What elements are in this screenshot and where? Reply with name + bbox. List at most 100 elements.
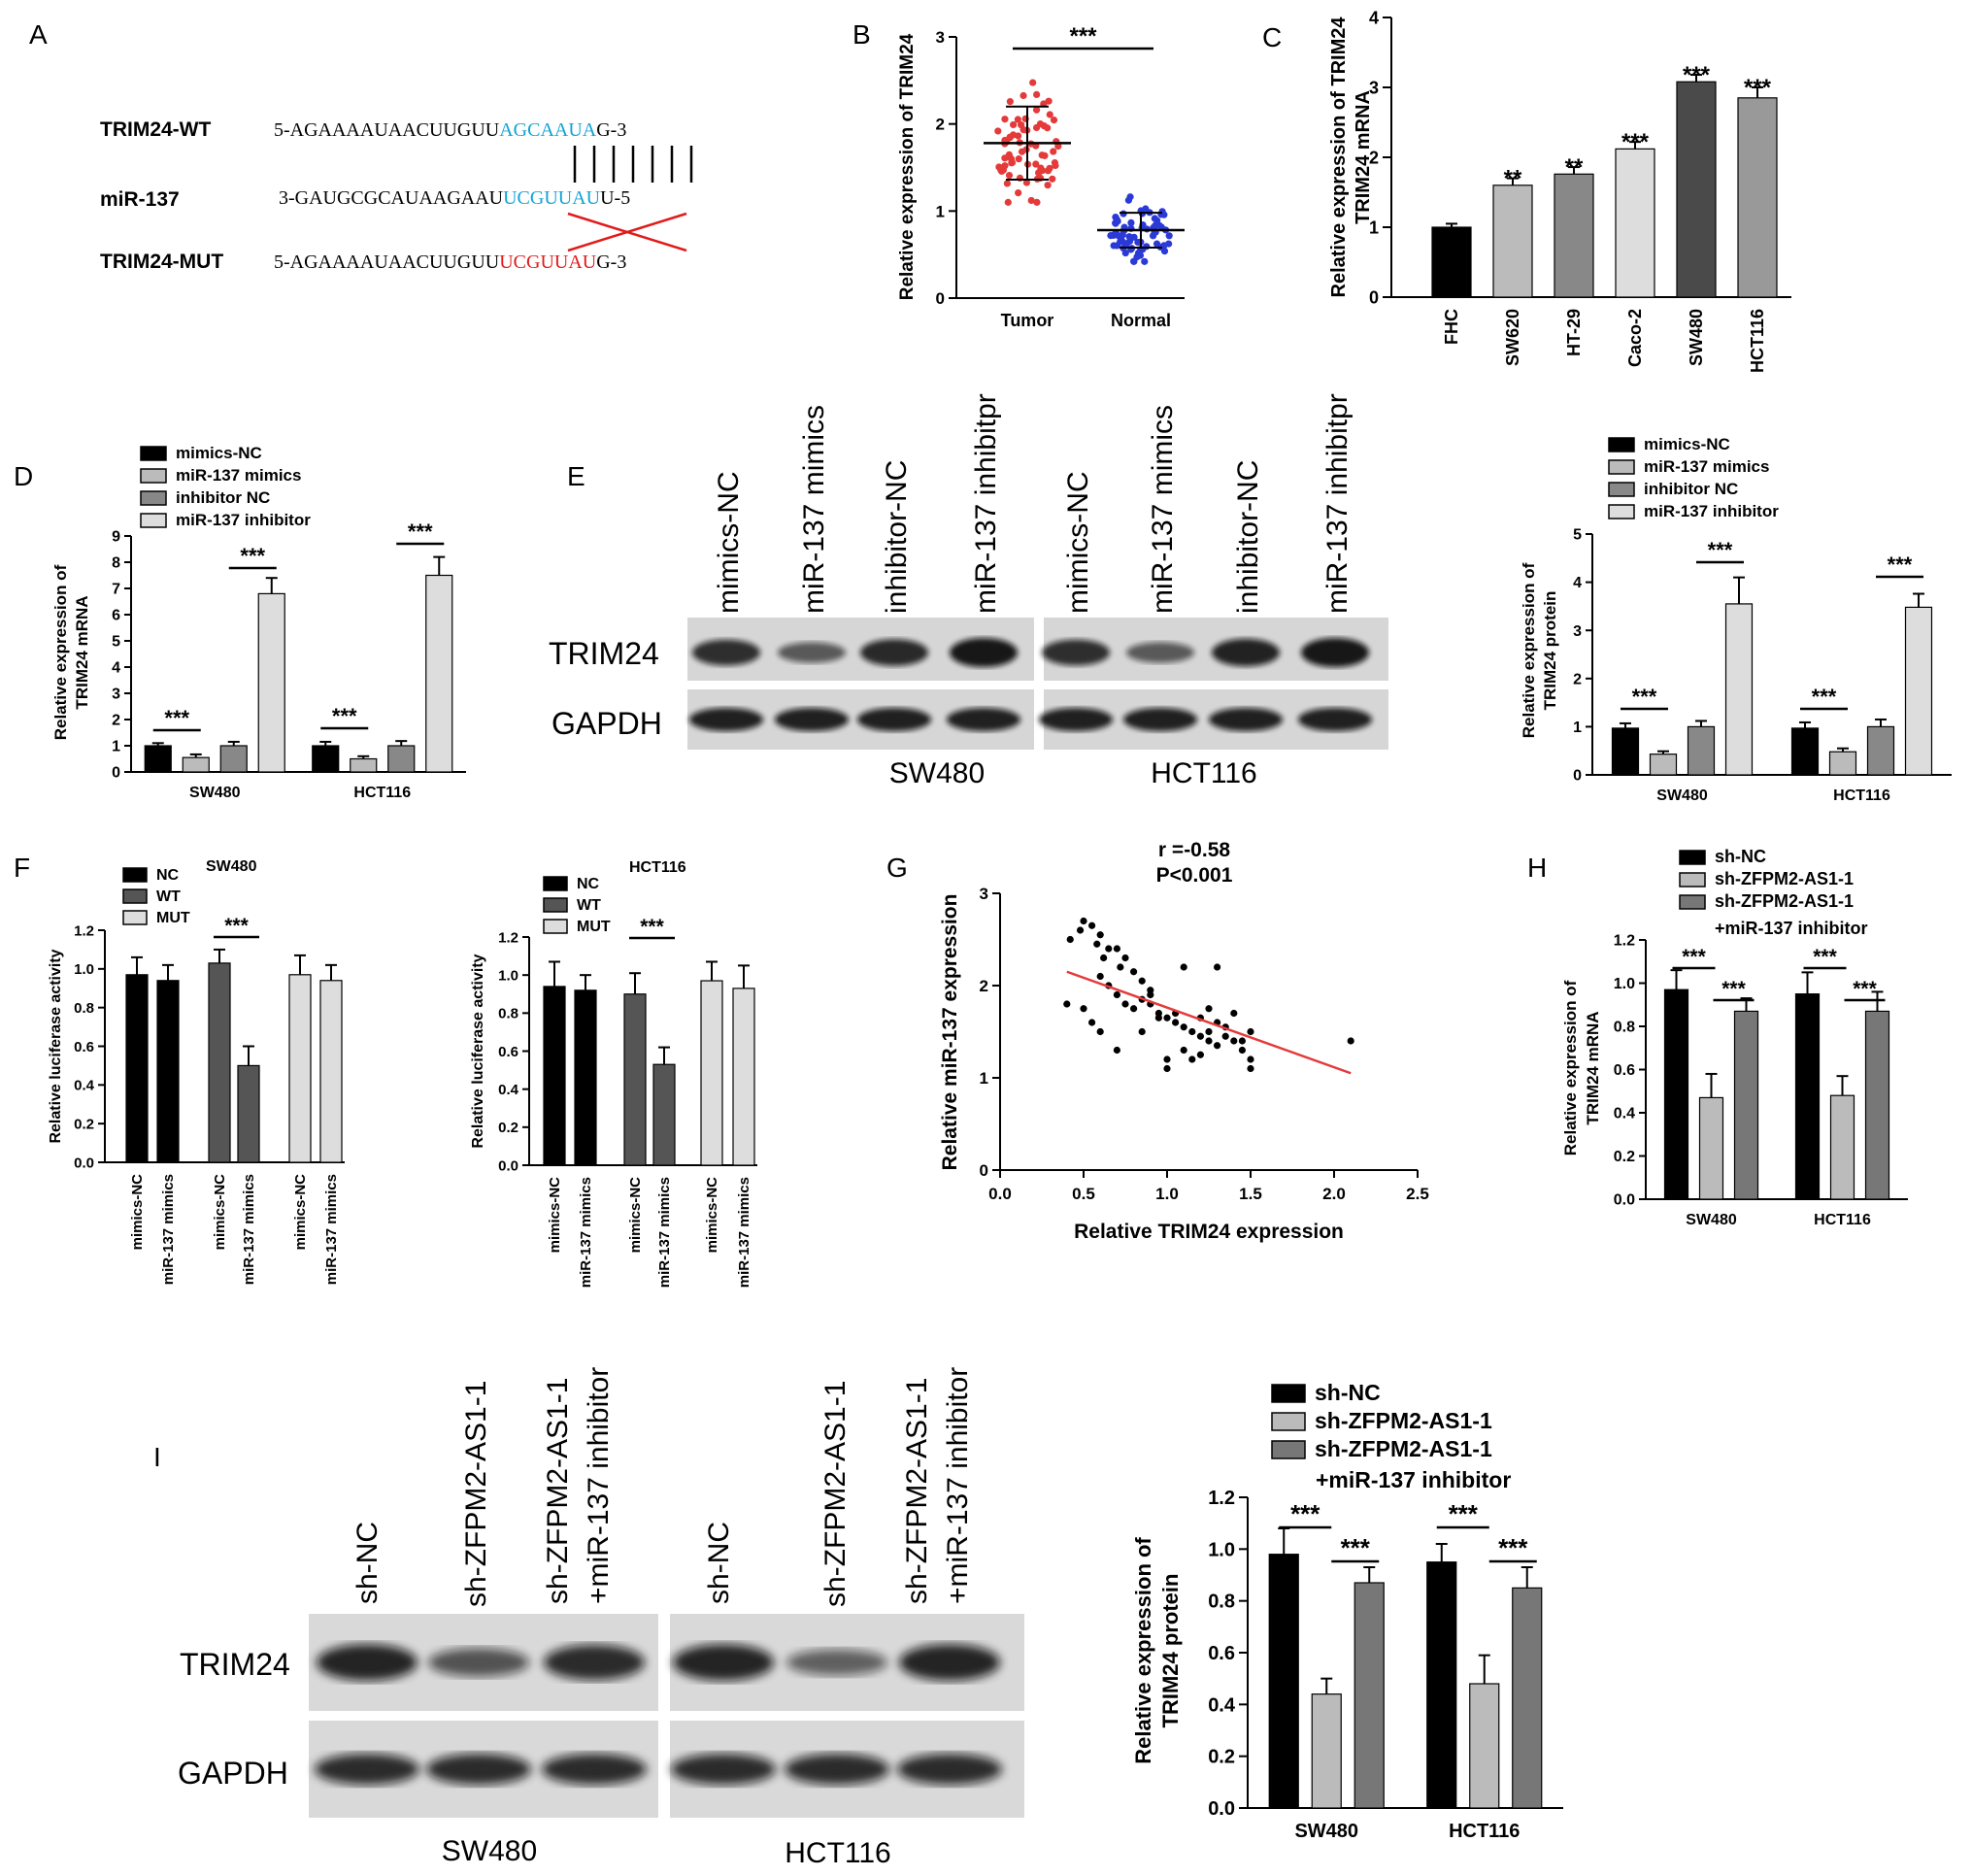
bar [1492,184,1533,298]
y-tick-label: 5 [1573,527,1582,544]
data-point [1032,160,1040,168]
band-gapdh [897,1754,1002,1785]
lane-label: miR-137 mimics [798,405,830,614]
y-tick-label: 2 [980,977,988,995]
legend-label: NC [577,876,600,892]
bar [543,986,566,1166]
data-point [1214,1042,1221,1050]
band-trim24 [860,639,928,666]
data-point [1018,148,1026,155]
seq-label-wt: TRIM24-WT [100,118,211,141]
data-point [1054,143,1062,151]
data-point [1032,106,1041,114]
y-tick-label: 1.0 [1208,1539,1235,1560]
group-label-hct116: HCT116 [785,1837,890,1869]
lane-label: sh-ZFPM2-AS1-1 [901,1378,933,1604]
x-tick-label: mimics-NC [129,1174,146,1251]
y-tick-label: 0.0 [498,1157,518,1174]
panel-letter-c: C [1262,22,1282,52]
seq-mir-suffix: U-5 [600,187,630,209]
x-tick-label: miR-137 mimics [736,1177,752,1288]
significance-label: *** [1290,1499,1320,1528]
legend-label: WT [156,888,181,905]
data-point [1105,945,1113,953]
y-tick-label: 0.8 [498,1006,518,1022]
data-point [1080,1005,1087,1013]
lane-label: sh-NC [703,1522,735,1604]
y-tick-label: 0.0 [1614,1192,1635,1209]
y-tick-label: 3 [936,28,945,47]
data-point [1205,1005,1213,1013]
data-point [1143,243,1151,251]
legend-swatch [140,513,167,528]
y-axis-label-line1: Relative expression of TRIM24 [1328,17,1350,298]
y-tick-label: 1 [112,739,120,755]
y-axis-label-line1: Relative expression of [1131,1537,1155,1764]
bar [1676,81,1717,298]
bar [1733,1010,1759,1200]
lane-label: sh-ZFPM2-AS1-1 [460,1381,492,1607]
data-point [1006,97,1014,106]
data-point [1153,221,1161,229]
significance-label: *** [1683,62,1711,88]
x-tick-label: HCT116 [353,785,411,801]
y-tick-label: 0.2 [1614,1149,1635,1165]
bar [1737,97,1778,298]
legend-swatch [1679,850,1706,865]
legend-label: miR-137 mimics [176,466,301,485]
panel-g-chart: 0 1 2 3 0.0 0.5 1.0 1.5 2.0 2.5 Relative TRIM24 ex… [939,839,1429,1243]
annotation-p: P<0.001 [1156,864,1233,887]
row-label-gapdh: GAPDH [178,1756,288,1791]
y-tick-label: 4 [1573,575,1582,591]
legend-label: inhibitor NC [1644,480,1738,498]
band-trim24 [1301,638,1369,667]
band-gapdh [315,1754,419,1785]
legend-label: mimics-NC [1644,435,1730,453]
data-point [1046,164,1053,172]
y-tick-label: 0.6 [1208,1643,1235,1664]
data-point [1154,1014,1162,1022]
legend-label: miR-137 inhibitor [1644,502,1779,520]
data-point [1196,1032,1204,1040]
bar [700,980,723,1166]
x-tick-label: 1.5 [1239,1185,1262,1203]
data-point [1188,1027,1196,1036]
y-tick-label: 1.0 [1614,976,1635,992]
data-point [998,167,1006,176]
data-point [1163,1014,1171,1022]
band-trim24 [544,1644,645,1681]
y-tick-label: 0.8 [74,1000,94,1017]
group-label-sw480: SW480 [442,1835,537,1867]
bar [732,988,755,1166]
legend-swatch [1608,482,1635,497]
y-axis-label: Relative expression of TRIM24 [897,33,918,300]
data-point [1022,179,1031,186]
data-point [1124,196,1132,204]
data-point [1113,242,1121,250]
data-point [1125,233,1133,241]
y-axis-label-line1: Relative expression of [51,564,70,740]
significance-label: *** [1682,946,1706,968]
significance-label: *** [164,706,189,730]
x-tick-label: SW480 [1294,1821,1358,1842]
x-tick-label: Normal [1111,311,1171,330]
y-tick-label: 0.4 [74,1078,95,1094]
significance-label: *** [1813,946,1837,968]
data-point [1076,926,1085,934]
bar [237,1064,260,1163]
y-tick-label: 1 [936,202,945,220]
legend-label-continuation: +miR-137 inhibitor [1715,919,1868,938]
legend-label: sh-NC [1315,1380,1381,1405]
legend-label: sh-ZFPM2-AS1-1 [1715,869,1854,888]
significance-label: *** [1498,1533,1528,1562]
legend-swatch [1271,1412,1306,1431]
band-gapdh [689,708,763,731]
data-point [1005,171,1014,180]
seq-label-mir: miR-137 [100,188,180,211]
data-point [1019,91,1027,100]
y-tick-label: 2 [936,116,945,134]
data-point [1158,208,1166,216]
data-point [1163,1055,1171,1063]
data-point [1180,963,1187,971]
band-trim24 [950,638,1018,667]
